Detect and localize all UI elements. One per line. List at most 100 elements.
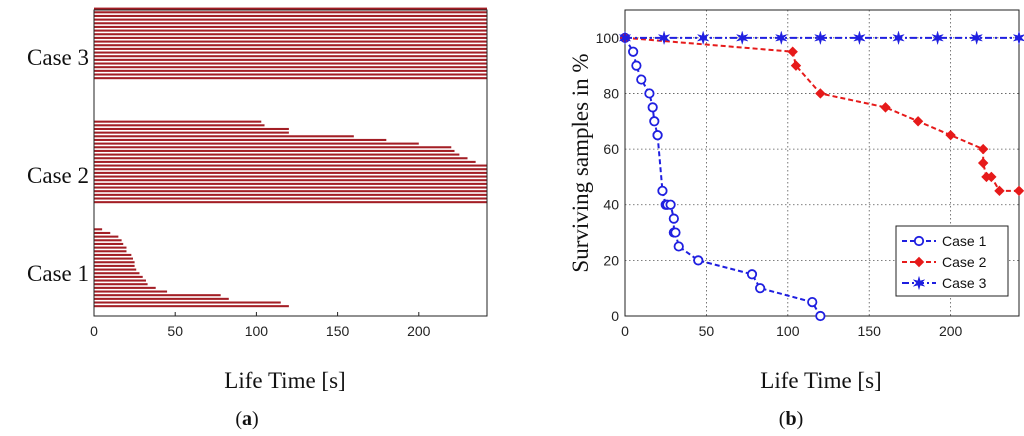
series-case-2-point (945, 129, 956, 141)
series-case-3-point (696, 30, 710, 46)
case-2-bar (94, 175, 487, 178)
series-case-3-point (774, 30, 788, 46)
y-tick-label: 40 (603, 197, 619, 213)
case-1-bar (94, 305, 289, 308)
series-case-1-point (807, 296, 818, 308)
case-2-bar (94, 135, 354, 138)
series-case-1-point (665, 199, 676, 210)
panel-a-x-ticks: 0 50 100 150 200 (90, 312, 431, 339)
panel-a-caption: (a) (235, 408, 258, 430)
series-case-1-point (746, 269, 758, 280)
case-1-bar (94, 279, 146, 282)
series-case-1-point (636, 74, 647, 85)
case-1-bar (94, 246, 127, 249)
case-3-bar (94, 55, 487, 58)
case-1-bar (94, 283, 148, 286)
group-label-case-3: Case 3 (27, 45, 89, 70)
case-3-bar (94, 47, 487, 50)
case-2-bar (94, 182, 487, 185)
panel-b-series-layer (618, 30, 1024, 322)
series-case-1-point (670, 227, 681, 238)
panel-a-life-time-bars: 0 50 100 150 200 Case 1 Case 2 Case 3 Life Tim… (27, 7, 488, 430)
panel-b-legend: Case 1 Case 2 Case 3 (895, 225, 1009, 297)
x-tick-label: 150 (858, 323, 882, 339)
case-2-bar (94, 142, 419, 145)
series-case-1-point (631, 60, 642, 71)
series-case-3-point (970, 30, 984, 46)
case-1-bar (94, 253, 132, 256)
case-2-bar (94, 186, 487, 189)
case-1-bar (94, 257, 133, 260)
case-1-bar (94, 261, 135, 264)
case-1-bar (94, 235, 119, 238)
case-2-bar (94, 201, 487, 204)
panel-b-survival-curves: 0 50 100 150 200 0 20 40 60 80 100 Surviving sampl… (568, 9, 1024, 430)
series-case-3-point (892, 30, 905, 46)
series-case-1-point (657, 185, 668, 196)
panel-a-group-labels: Case 1 Case 2 Case 3 (27, 45, 89, 286)
series-case-1-point (649, 116, 660, 127)
series-case-2-point (986, 171, 997, 183)
case-3-bar (94, 33, 487, 36)
case-3-bar (94, 7, 487, 10)
case-2-bar (94, 171, 487, 174)
case-1-bar (94, 228, 103, 231)
series-case-3-point (813, 30, 827, 46)
series-case-1-point (668, 213, 679, 224)
case-2-bar (94, 120, 262, 123)
case-3-bar (94, 73, 487, 76)
y-tick-label: 0 (611, 308, 619, 324)
panel-a-axes-frame (93, 9, 488, 317)
case-2-bar (94, 168, 487, 171)
case-2-bar (94, 160, 476, 163)
case-1-bar (94, 250, 127, 253)
series-case-3-point (931, 30, 945, 46)
x-tick-label: 200 (939, 323, 963, 339)
panel-b-caption-letter: b (785, 408, 796, 430)
series-case-1-point (693, 255, 704, 266)
case-3-bar (94, 40, 487, 43)
case-3-bar (94, 58, 487, 61)
case-3-bar (94, 36, 487, 39)
series-case-3-point (657, 30, 671, 46)
x-tick-label: 150 (326, 323, 350, 339)
case-1-bar (94, 275, 143, 278)
series-case-3-point (852, 30, 866, 46)
legend-marker-case-2 (913, 256, 925, 268)
case-1-bar (94, 297, 229, 300)
legend-label-case-3: Case 3 (942, 275, 987, 291)
series-case-1-line (624, 37, 822, 317)
case-1-bar (94, 268, 137, 271)
case-2-bar (94, 153, 460, 156)
case-1-bar (94, 231, 111, 234)
series-case-1-point (755, 283, 766, 294)
panel-b-x-axis-label: Life Time [s] (760, 368, 881, 393)
x-tick-label: 200 (407, 323, 431, 339)
x-tick-label: 100 (776, 323, 800, 339)
x-tick-label: 100 (245, 323, 269, 339)
panel-b-y-axis-label: Surviving samples in % (568, 53, 593, 272)
panel-a-x-axis-label: Life Time [s] (224, 368, 345, 393)
group-label-case-2: Case 2 (27, 163, 89, 188)
case-3-bar (94, 18, 487, 21)
case-3-bar (94, 66, 487, 69)
case-1-bar (94, 286, 156, 289)
series-case-2-point (815, 88, 826, 99)
series-case-2-point (977, 143, 989, 155)
case-2-bar (94, 131, 289, 134)
series-case-2-point (912, 116, 924, 127)
series-case-3-point (735, 30, 749, 46)
series-case-1-point (644, 88, 655, 99)
case-2-bar (94, 157, 468, 160)
panel-b-caption: (b) (779, 408, 803, 430)
series-case-2-point (787, 46, 798, 57)
case-1-bar (94, 294, 221, 297)
y-tick-label: 20 (603, 252, 619, 268)
series-case-2-point (880, 102, 891, 113)
case-3-bar (94, 69, 487, 72)
case-2-bar (94, 138, 387, 141)
panel-a-bar-layer (94, 7, 487, 308)
y-tick-label: 80 (603, 85, 619, 101)
x-tick-label: 50 (699, 323, 715, 339)
